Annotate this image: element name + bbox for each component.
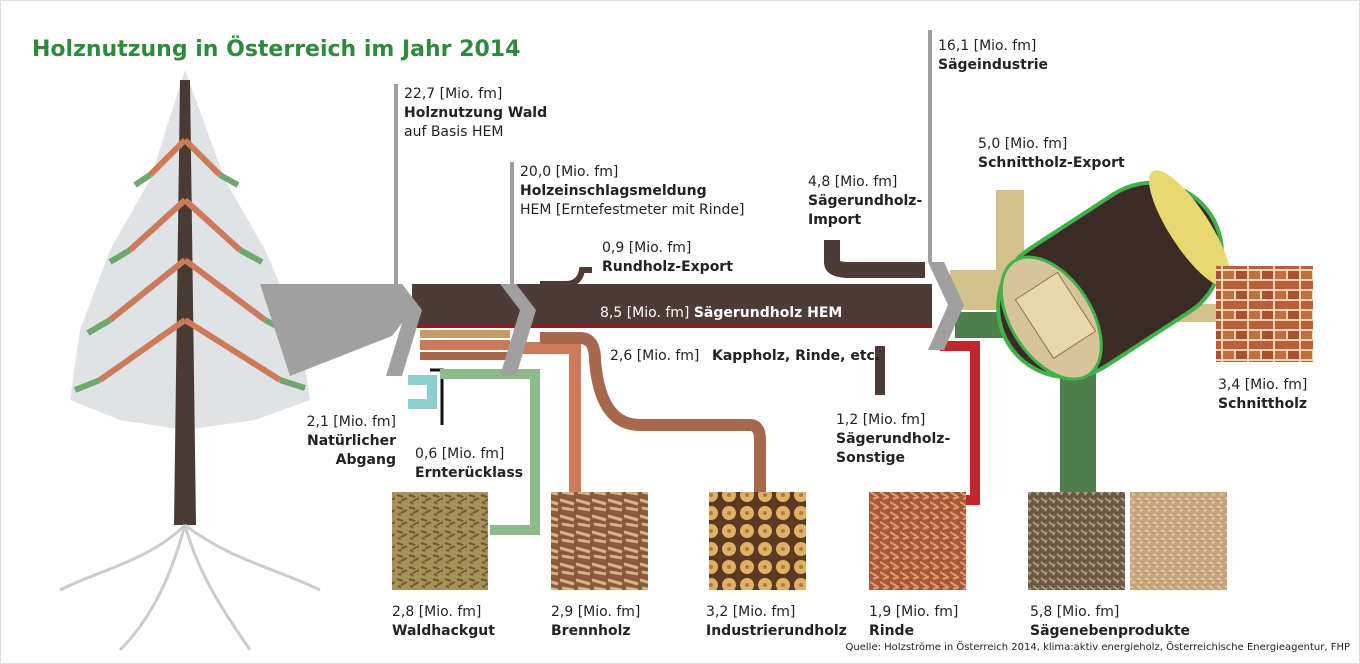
label: Industrierundholz <box>706 623 847 639</box>
label: Import <box>808 212 861 228</box>
label: Ernterücklass <box>415 465 523 481</box>
photo-saegespaene <box>1028 492 1125 590</box>
amount: 4,8 [Mio. fm] <box>808 174 897 190</box>
label: Sägerundholz- <box>808 193 922 209</box>
amount: 5,0 [Mio. fm] <box>978 136 1067 152</box>
note: auf Basis HEM <box>404 124 503 140</box>
photo-rinde <box>869 492 966 590</box>
flow-name: Sägerundholz HEM <box>694 305 843 321</box>
photo-schnittholz <box>1216 266 1313 362</box>
amount: 2,8 [Mio. fm] <box>392 604 481 620</box>
label: Brennholz <box>551 623 631 639</box>
amount: 5,8 [Mio. fm] <box>1030 604 1119 620</box>
label: Rinde <box>869 623 914 639</box>
label: Abgang <box>336 452 396 468</box>
note: HEM [Erntefestmeter mit Rinde] <box>520 202 745 218</box>
label: Rundholz-Export <box>602 259 733 275</box>
log <box>996 170 1231 381</box>
photo-industrierundholz <box>709 492 806 590</box>
amount: 3,2 [Mio. fm] <box>706 604 795 620</box>
label: Schnittholz-Export <box>978 155 1125 171</box>
amount: 3,4 [Mio. fm] <box>1218 377 1307 393</box>
tree <box>59 70 321 652</box>
label: Sonstige <box>836 450 905 466</box>
amount: 1,9 [Mio. fm] <box>869 604 958 620</box>
amount: 2,6 [Mio. fm] <box>610 348 699 364</box>
amount: 2,9 [Mio. fm] <box>551 604 640 620</box>
title: Holznutzung in Österreich im Jahr 2014 <box>32 36 520 62</box>
label: Natürlicher <box>307 433 396 449</box>
amount: 1,2 [Mio. fm] <box>836 412 925 428</box>
amount: 20,0 [Mio. fm] <box>520 164 618 180</box>
label: Schnittholz <box>1218 396 1307 412</box>
label: Waldhackgut <box>392 623 495 639</box>
amount: 0,6 [Mio. fm] <box>415 446 504 462</box>
label: Sägenebenprodukte <box>1030 623 1190 639</box>
label: Holznutzung Wald <box>404 105 547 121</box>
amount: 0,9 [Mio. fm] <box>602 240 691 256</box>
label: Sägeindustrie <box>938 57 1048 73</box>
photo-saegemehl <box>1130 492 1227 590</box>
photo-brennholz <box>551 492 648 590</box>
flow-label: 8,5 [Mio. fm] Sägerundholz HEM <box>600 305 842 321</box>
amount: 22,7 [Mio. fm] <box>404 86 502 102</box>
amount: 2,1 [Mio. fm] <box>307 414 396 430</box>
amount: 16,1 [Mio. fm] <box>938 38 1036 54</box>
label: Kappholz, Rinde, etc. <box>712 348 880 364</box>
label: Sägerundholz- <box>836 431 950 447</box>
photo-waldhackgut <box>392 492 488 590</box>
source: Quelle: Holzströme in Österreich 2014, k… <box>846 640 1350 653</box>
label: Holzeinschlagsmeldung <box>520 183 707 199</box>
